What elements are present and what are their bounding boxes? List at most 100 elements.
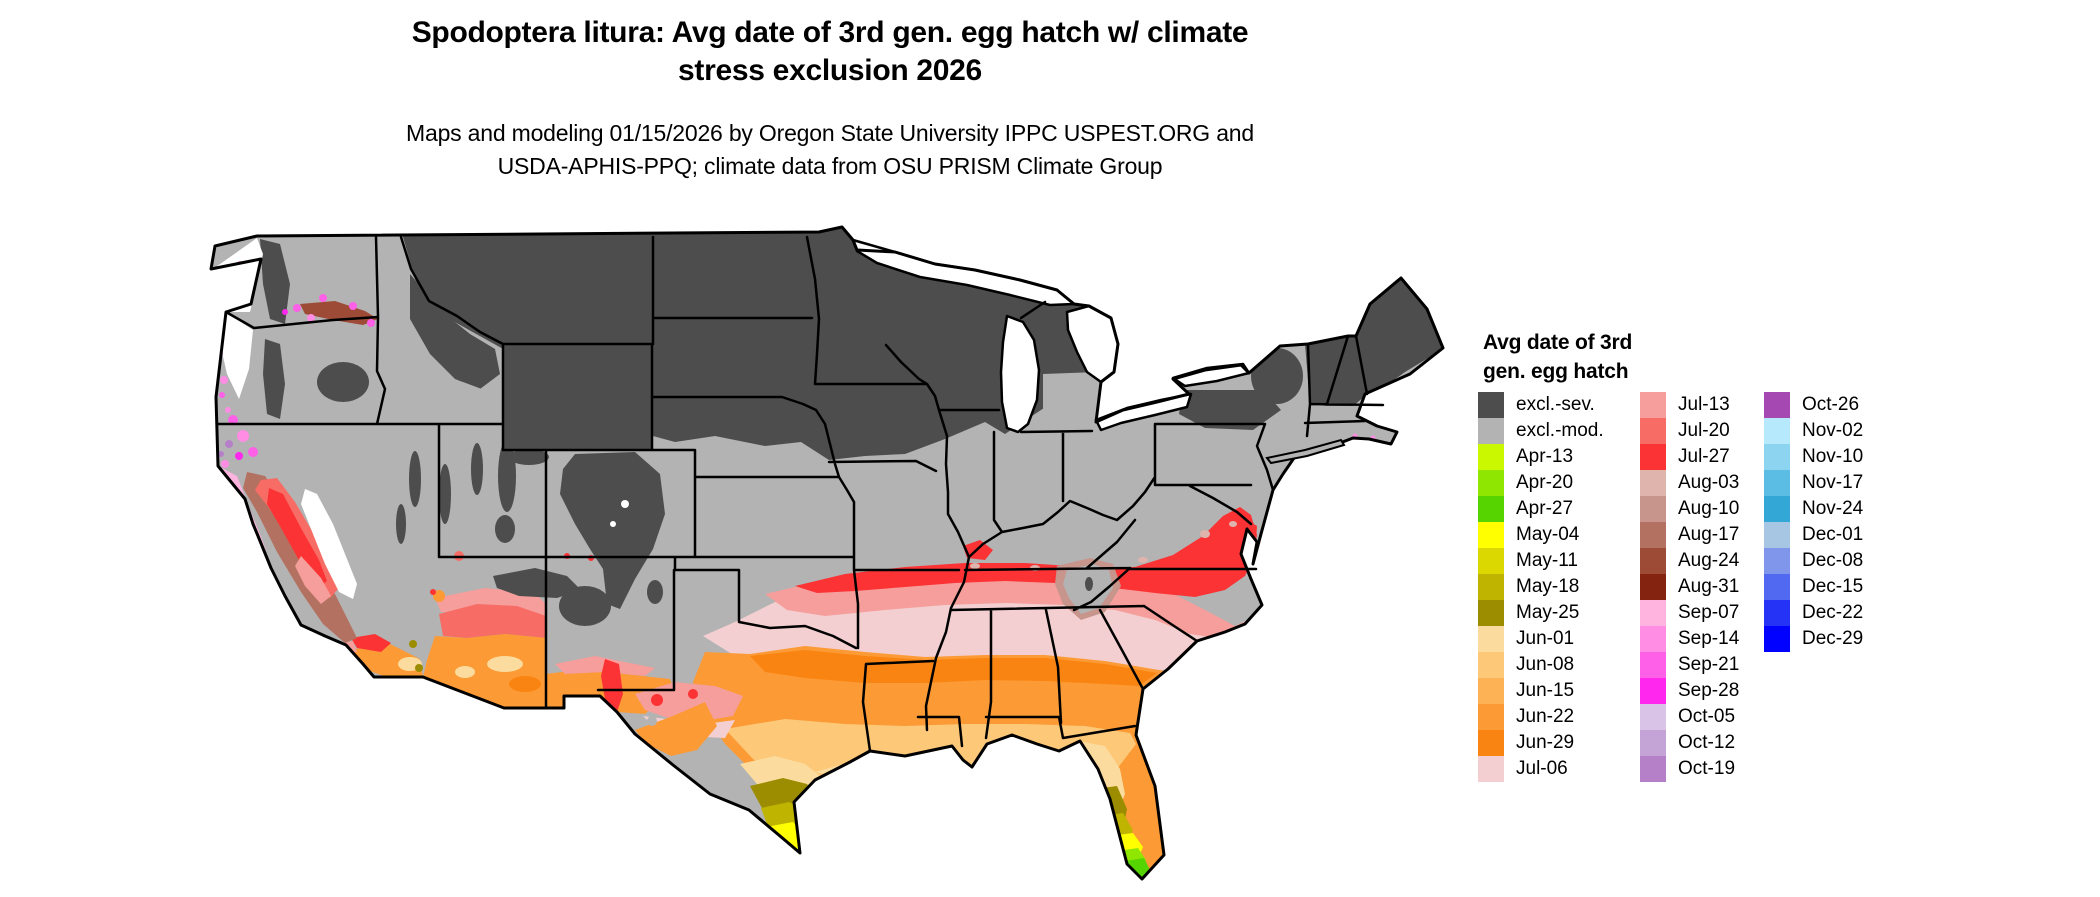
legend-row: Oct-19: [1640, 756, 1739, 782]
legend-swatch: [1478, 704, 1504, 730]
legend-swatch: [1640, 418, 1666, 444]
page-subtitle-line2: USDA-APHIS-PPQ; climate data from OSU PR…: [497, 153, 1163, 179]
legend-swatch: [1478, 730, 1504, 756]
legend-title-line1: Avg date of 3rd: [1483, 331, 1633, 354]
legend-swatch: [1764, 444, 1790, 470]
legend-row: Nov-02: [1764, 418, 1863, 444]
legend-swatch: [1640, 496, 1666, 522]
legend-row: Jul-13: [1640, 392, 1739, 418]
legend-row: Apr-13: [1478, 444, 1604, 470]
legend-label: Jul-13: [1678, 394, 1730, 415]
legend-row: Jun-01: [1478, 626, 1604, 652]
legend-title-line2: gen. egg hatch: [1483, 360, 1629, 383]
legend-row: Dec-15: [1764, 574, 1863, 600]
legend-label: Jun-08: [1516, 654, 1575, 675]
legend-row: Jul-27: [1640, 444, 1739, 470]
legend-label: Oct-12: [1678, 732, 1736, 753]
map-west-regions: [213, 301, 743, 756]
legend-row: Apr-27: [1478, 496, 1604, 522]
legend-row: Jun-15: [1478, 678, 1604, 704]
page-title-line1: Spodoptera litura: Avg date of 3rd gen. …: [411, 16, 1249, 49]
legend-swatch: [1764, 392, 1790, 418]
legend-row: Aug-31: [1640, 574, 1739, 600]
legend-swatch: [1640, 574, 1666, 600]
legend-label: Nov-10: [1802, 446, 1864, 467]
legend-row: Oct-26: [1764, 392, 1863, 418]
legend-title: Avg date of 3rd gen. egg hatch: [1483, 328, 1898, 386]
page-title: Spodoptera litura: Avg date of 3rd gen. …: [230, 14, 1430, 90]
legend-label: Sep-21: [1678, 654, 1740, 675]
us-map-container: [205, 224, 1465, 892]
legend-swatch: [1764, 626, 1790, 652]
legend-swatch: [1764, 600, 1790, 626]
legend-swatch: [1478, 548, 1504, 574]
map-long-island: [1265, 438, 1346, 465]
legend-swatch: [1640, 548, 1666, 574]
legend-label: Dec-08: [1802, 550, 1864, 571]
legend-row: Aug-03: [1640, 470, 1739, 496]
legend-label: Jun-22: [1516, 706, 1575, 727]
legend-row: Sep-14: [1640, 626, 1739, 652]
legend-swatch: [1640, 652, 1666, 678]
legend-label: Dec-22: [1802, 602, 1864, 623]
legend-row: Oct-12: [1640, 730, 1739, 756]
legend-label: May-11: [1516, 550, 1578, 571]
lake-michigan: [999, 314, 1041, 434]
legend-swatch: [1764, 522, 1790, 548]
legend-label: excl.-mod.: [1516, 420, 1604, 441]
legend-swatch: [1478, 470, 1504, 496]
map-national-outline: [209, 225, 1445, 881]
legend-row: excl.-sev.: [1478, 392, 1604, 418]
legend-swatch: [1478, 626, 1504, 652]
legend-swatch: [1478, 392, 1504, 418]
legend-label: excl.-sev.: [1516, 394, 1595, 415]
legend-label: Nov-17: [1802, 472, 1864, 493]
legend-row: Sep-21: [1640, 652, 1739, 678]
legend-column: excl.-sev. excl.-mod. Apr-13 Apr-20 Apr-27 Ma…: [1478, 392, 1604, 782]
legend-label: Aug-31: [1678, 576, 1740, 597]
legend-row: Dec-29: [1764, 626, 1863, 652]
legend-swatch: [1764, 470, 1790, 496]
legend-row: excl.-mod.: [1478, 418, 1604, 444]
legend-label: Oct-26: [1802, 394, 1860, 415]
legend-label: Sep-14: [1678, 628, 1740, 649]
legend-label: Apr-20: [1516, 472, 1574, 493]
legend-label: Jul-06: [1516, 758, 1568, 779]
legend-label: Jul-20: [1678, 420, 1730, 441]
legend-label: Jun-01: [1516, 628, 1575, 649]
us-map: [209, 225, 1445, 881]
legend-label: Oct-19: [1678, 758, 1736, 779]
legend-label: Nov-02: [1802, 420, 1864, 441]
legend-swatch: [1640, 600, 1666, 626]
legend-row: Jul-06: [1478, 756, 1604, 782]
legend: Avg date of 3rd gen. egg hatch excl.-sev…: [1478, 328, 1898, 792]
legend-swatch: [1640, 678, 1666, 704]
legend-swatch: [1478, 522, 1504, 548]
legend-swatch: [1478, 418, 1504, 444]
legend-swatch: [1478, 444, 1504, 470]
legend-row: Nov-24: [1764, 496, 1863, 522]
legend-row: May-18: [1478, 574, 1604, 600]
legend-swatch: [1764, 418, 1790, 444]
legend-row: Dec-08: [1764, 548, 1863, 574]
legend-swatch: [1640, 626, 1666, 652]
legend-row: May-04: [1478, 522, 1604, 548]
legend-row: Aug-10: [1640, 496, 1739, 522]
legend-row: Apr-20: [1478, 470, 1604, 496]
legend-swatch: [1764, 574, 1790, 600]
legend-row: Aug-24: [1640, 548, 1739, 574]
page-subtitle-line1: Maps and modeling 01/15/2026 by Oregon S…: [406, 120, 1254, 146]
legend-row: Sep-28: [1640, 678, 1739, 704]
legend-label: Dec-01: [1802, 524, 1864, 545]
legend-row: Nov-10: [1764, 444, 1863, 470]
legend-row: Nov-17: [1764, 470, 1863, 496]
legend-row: Jun-08: [1478, 652, 1604, 678]
page-subtitle: Maps and modeling 01/15/2026 by Oregon S…: [230, 117, 1430, 183]
legend-swatch: [1764, 496, 1790, 522]
legend-row: May-25: [1478, 600, 1604, 626]
legend-row: Oct-05: [1640, 704, 1739, 730]
legend-swatch: [1640, 730, 1666, 756]
legend-label: Jul-27: [1678, 446, 1730, 467]
legend-swatch: [1640, 756, 1666, 782]
legend-column: Jul-13 Jul-20 Jul-27 Aug-03 Aug-10 Aug-17 Aug-…: [1640, 392, 1739, 782]
